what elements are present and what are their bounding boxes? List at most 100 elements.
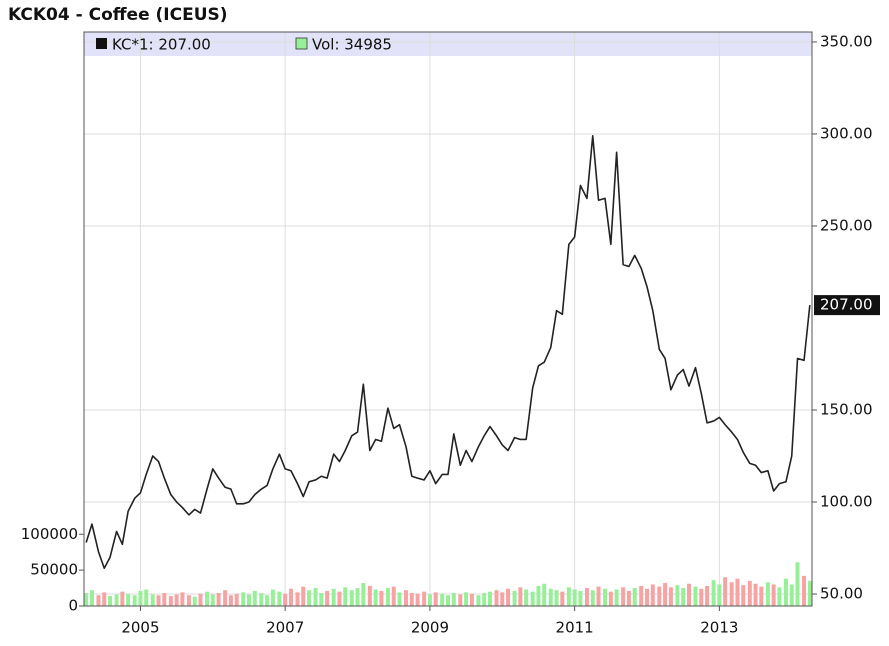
volume-bar — [584, 588, 589, 606]
volume-bar — [162, 593, 167, 606]
y-tick-label: 350.00 — [820, 32, 873, 50]
volume-bar — [500, 592, 505, 606]
volume-bar — [771, 584, 776, 606]
volume-bar — [325, 590, 330, 606]
volume-bar — [699, 588, 704, 606]
volume-bar — [270, 589, 275, 606]
volume-bar — [802, 575, 807, 606]
volume-bar — [759, 586, 764, 606]
volume-bar — [458, 594, 463, 606]
volume-bar — [693, 586, 698, 606]
volume-bar — [530, 591, 535, 606]
volume-bar — [295, 592, 300, 606]
volume-bar — [795, 562, 800, 606]
volume-bar — [723, 577, 728, 606]
plot-area — [84, 32, 812, 606]
volume-bar — [126, 593, 131, 606]
volume-bar — [379, 590, 384, 606]
volume-bar — [373, 589, 378, 606]
volume-bar — [711, 580, 716, 606]
volume-bar — [506, 588, 511, 606]
y2-tick-label: 50000 — [30, 561, 78, 579]
volume-bar — [246, 594, 251, 606]
y-tick-label: 250.00 — [820, 216, 873, 234]
volume-bar — [349, 590, 354, 606]
y-tick-label: 50.00 — [820, 585, 863, 603]
legend-band — [84, 32, 812, 56]
axes: 2005 2007 2009 2011 2013 50.00 100.00 150.00 250… — [21, 32, 880, 637]
volume-bar — [524, 589, 529, 606]
volume-bar — [283, 593, 288, 606]
volume-bar — [132, 595, 137, 606]
price-line — [85, 134, 811, 570]
volume-bar — [422, 591, 427, 606]
x-tick-label: 2009 — [411, 619, 449, 637]
volume-bar — [84, 593, 89, 606]
volume-bar — [512, 590, 517, 606]
volume-bar — [174, 594, 179, 606]
volume-bar — [313, 588, 318, 606]
volume-bar — [675, 585, 680, 606]
last-value-label: 207.00 — [820, 296, 873, 314]
volume-bar — [717, 584, 722, 606]
volume-bar — [355, 588, 360, 606]
volume-bar — [168, 595, 173, 606]
y2-tick-label: 0 — [68, 597, 78, 615]
volume-bar — [572, 589, 577, 606]
y-tick-label: 150.00 — [820, 401, 873, 419]
volume-bar — [186, 595, 191, 606]
volume-bar — [241, 592, 246, 606]
volume-bar — [223, 590, 228, 606]
volume-bar — [301, 586, 306, 606]
volume-bar — [404, 590, 409, 606]
volume-bar — [440, 593, 445, 606]
volume-bar — [409, 593, 414, 606]
volume-bar — [102, 592, 107, 606]
volume-bar — [367, 585, 372, 606]
volume-bar — [650, 584, 655, 606]
volume-bar — [120, 591, 125, 606]
legend-swatch — [295, 37, 308, 50]
volume-bar — [639, 585, 644, 606]
y-tick-label: 300.00 — [820, 124, 873, 142]
y2-tick-label: 100000 — [21, 525, 78, 543]
volume-bar — [645, 588, 650, 606]
volume-bar — [476, 595, 481, 606]
volume-bar — [560, 591, 565, 606]
volume-bar — [542, 583, 547, 606]
volume-bar — [608, 591, 613, 606]
volume-bar — [482, 593, 487, 606]
volume-bar — [216, 593, 221, 606]
volume-bar — [144, 589, 149, 606]
volume-bar — [150, 594, 155, 606]
y-tick-label: 100.00 — [820, 493, 873, 511]
volume-bar — [686, 583, 691, 606]
volume-bar — [265, 595, 270, 606]
volume-bar — [621, 587, 626, 606]
volume-bar — [626, 590, 631, 606]
volume-bar — [343, 587, 348, 606]
volume-bar — [487, 591, 492, 606]
volume-bar — [681, 588, 686, 606]
volume-bar — [288, 588, 293, 606]
plot-frame — [83, 31, 813, 607]
volume-bar — [361, 583, 366, 606]
volume-bar — [753, 583, 758, 606]
volume-bar — [446, 595, 450, 606]
volume-bar — [603, 588, 608, 606]
x-tick-label: 2011 — [556, 619, 594, 637]
volume-bar — [807, 580, 812, 606]
volume-bar — [391, 586, 396, 606]
volume-bar — [205, 591, 210, 606]
volume-bar — [252, 590, 257, 606]
volume-bar — [614, 589, 619, 606]
volume-bar — [198, 593, 203, 606]
volume-bar — [789, 584, 794, 606]
volume-bar — [548, 588, 553, 606]
volume-bar — [663, 583, 668, 606]
volume-bar — [451, 593, 456, 606]
volume-bar — [668, 587, 673, 606]
volume-bar — [518, 587, 523, 606]
volume-bar — [259, 593, 264, 606]
